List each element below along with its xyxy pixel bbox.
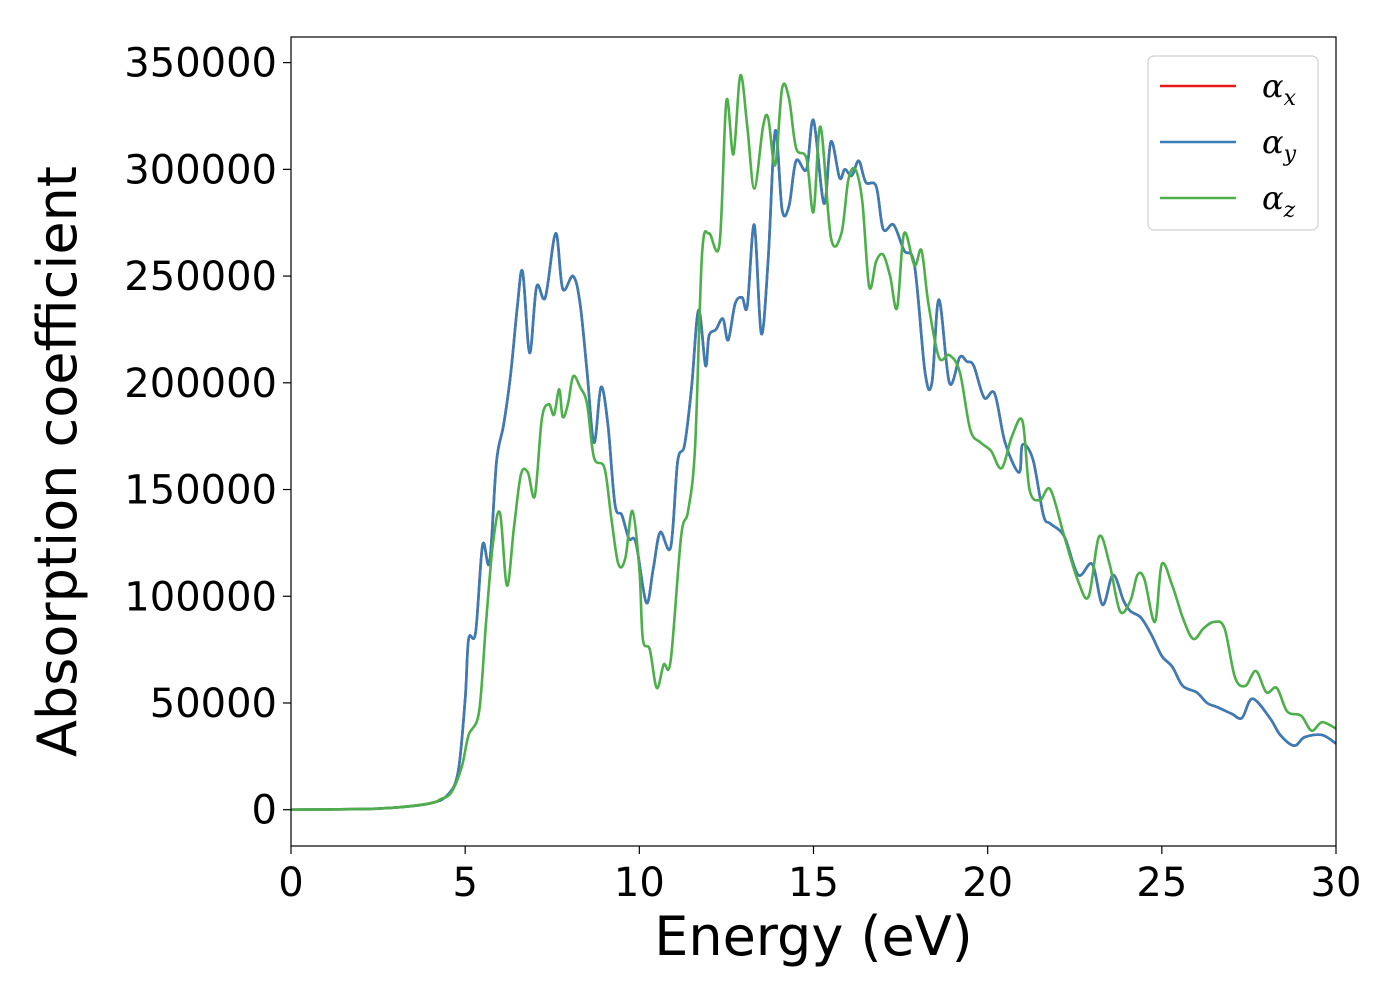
y-tick-label: 200000 [124,361,277,407]
y-tick-label: 300000 [124,147,277,193]
legend-label-y: αy [1262,123,1297,167]
x-tick-label: 20 [962,860,1013,906]
ticks-layer: 0 5 10 15 20 25 30 0 50000 100000 150000 200000 2500… [124,41,1361,906]
x-tick-label: 10 [614,860,665,906]
y-tick-label: 150000 [124,468,277,514]
series-layer [291,74,1336,811]
x-tick-label: 30 [1311,860,1362,906]
y-tick-label: 250000 [124,254,277,300]
legend-label-x: αx [1262,67,1297,111]
series-line-z [291,74,1336,811]
x-tick-label: 25 [1136,860,1187,906]
x-tick-label: 15 [788,860,839,906]
x-axis-label: Energy (eV) [654,905,973,968]
y-axis-label: Absorption coefficient [26,166,89,757]
x-tick-label: 5 [452,860,477,906]
series-line-y [291,118,1336,811]
legend-label-z: αz [1262,179,1296,223]
y-tick-label: 350000 [124,41,277,87]
x-tick-label: 0 [278,860,303,906]
y-tick-label: 0 [252,788,277,834]
legend: αx αy αz [1147,55,1319,231]
y-tick-label: 50000 [150,681,277,727]
y-tick-label: 100000 [124,574,277,620]
